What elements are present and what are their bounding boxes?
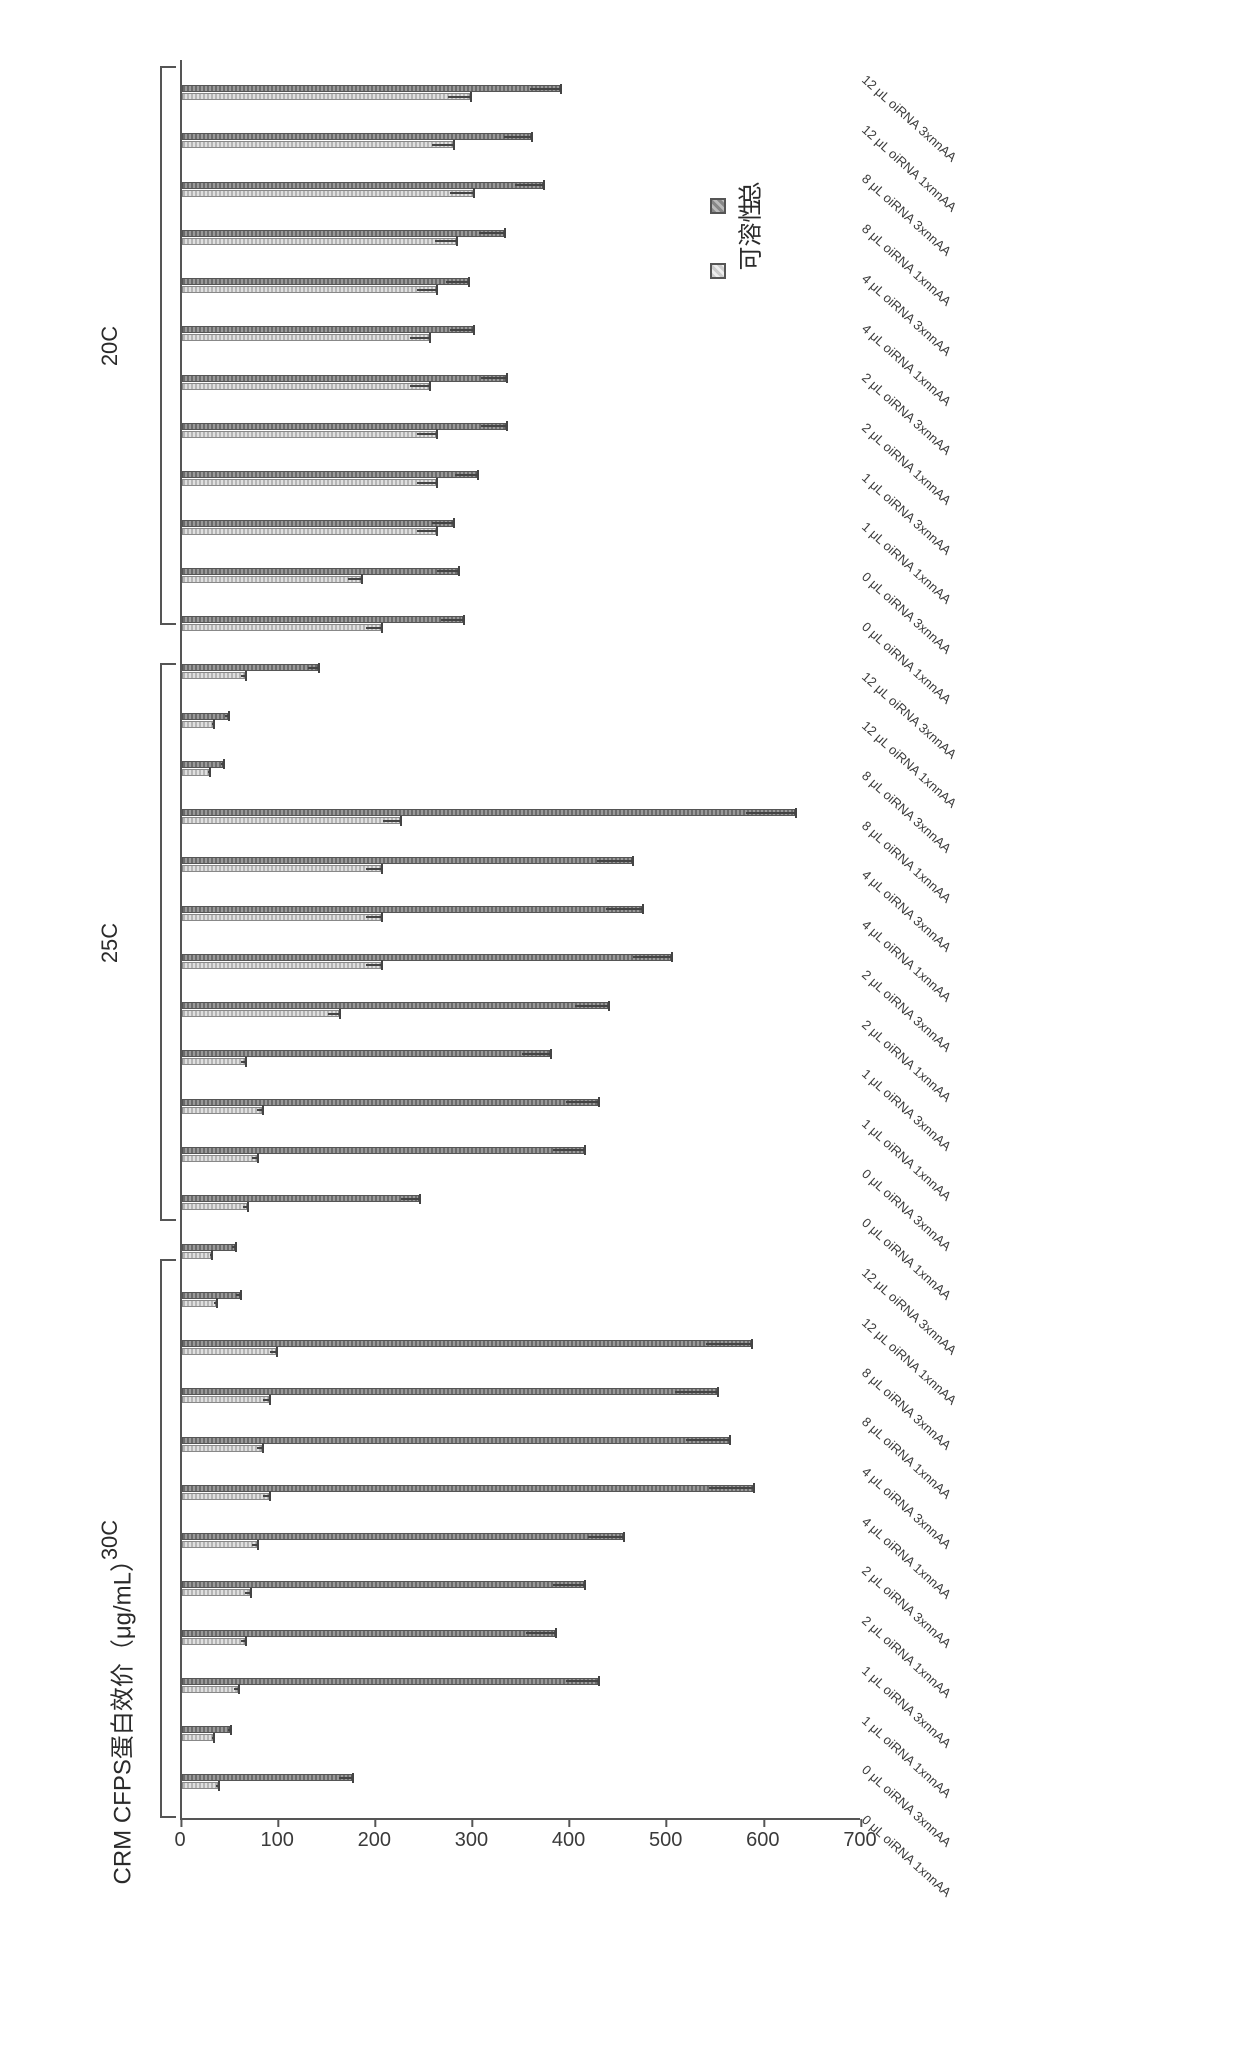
y-tick-label: 300 — [455, 1829, 488, 1852]
category-label: 12 μL oiRNA 1xnnAA — [859, 718, 960, 811]
y-tick-label: 500 — [649, 1829, 682, 1852]
group-label: 20C — [97, 326, 123, 366]
group-bracket — [160, 663, 176, 1222]
category-label: 12 μL oiRNA 3xnnAA — [859, 1265, 960, 1358]
category-label: 1 μL oiRNA 1xnnAA — [859, 519, 954, 607]
category-label: 1 μL oiRNA 1xnnAA — [859, 1712, 954, 1800]
category-label: 8 μL oiRNA 3xnnAA — [859, 171, 954, 259]
category-label: 12 μL oiRNA 1xnnAA — [859, 122, 960, 215]
y-tick-label: 100 — [260, 1829, 293, 1852]
legend-swatch-icon — [710, 198, 726, 214]
category-label: 8 μL oiRNA 3xnnAA — [859, 1364, 954, 1452]
category-label: 4 μL oiRNA 3xnnAA — [859, 867, 954, 955]
group-bracket — [160, 1259, 176, 1818]
y-ticks: 0100200300400500600700 — [160, 60, 860, 1820]
category-label: 12 μL oiRNA 1xnnAA — [859, 1315, 960, 1408]
category-label: 2 μL oiRNA 3xnnAA — [859, 1563, 954, 1651]
legend-swatch-icon — [710, 263, 726, 279]
category-label: 2 μL oiRNA 1xnnAA — [859, 1016, 954, 1104]
category-label: 1 μL oiRNA 3xnnAA — [859, 1066, 954, 1154]
category-label: 12 μL oiRNA 3xnnAA — [859, 668, 960, 761]
group-labels: 30C 25C 20C — [60, 60, 178, 1820]
category-label: 2 μL oiRNA 3xnnAA — [859, 370, 954, 458]
y-tick-label: 400 — [552, 1829, 585, 1852]
chart-page: CRM CFPS蛋白效价（μg/mL） 01002003004005006007… — [0, 0, 1240, 2052]
legend-label: 可溶性 — [731, 199, 766, 271]
category-label: 8 μL oiRNA 1xnnAA — [859, 1414, 954, 1502]
y-tick-label: 200 — [358, 1829, 391, 1852]
legend: 总 可溶性 — [710, 188, 820, 318]
category-label: 12 μL oiRNA 3xnnAA — [859, 72, 960, 165]
y-tick-label: 600 — [746, 1829, 779, 1852]
category-label: 0 μL oiRNA 1xnnAA — [859, 1215, 954, 1303]
y-tick-label: 0 — [174, 1829, 185, 1852]
category-label: 4 μL oiRNA 1xnnAA — [859, 320, 954, 408]
group-bracket — [160, 66, 176, 625]
group-label: 25C — [97, 923, 123, 963]
legend-item-soluble: 可溶性 — [710, 253, 820, 288]
group-label: 30C — [97, 1519, 123, 1559]
